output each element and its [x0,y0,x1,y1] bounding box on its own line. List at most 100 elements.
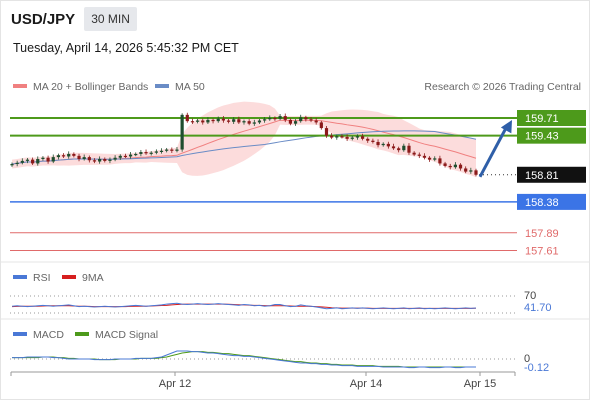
macd-lines [12,350,476,369]
current-level-label: 158.81 [525,170,559,182]
rsi-value-label: 41.70 [524,302,552,314]
rsi-legend-label: RSI [33,272,51,284]
projection-arrow [478,120,512,178]
candle [134,152,138,157]
macd-signal-legend-swatch [75,332,89,336]
candle [330,133,334,140]
support-level-label: 157.89 [525,228,559,240]
candle [288,118,292,126]
candle [103,157,107,163]
candle [268,115,272,121]
candle [206,117,210,124]
candle [335,134,339,140]
candle [443,161,447,168]
candle [149,151,153,156]
candle [345,134,349,142]
candle [46,155,50,164]
resistance-level-label: 159.43 [525,131,559,143]
candle [458,163,463,171]
symbol-title: USD/JPY [11,10,76,28]
resistance-level-tag [517,127,586,144]
candle [252,119,256,126]
rsi-70-label: 70 [524,290,536,302]
x-tick-label: Apr 15 [464,378,496,390]
candle [355,134,360,140]
pivot-level-tag [517,193,586,210]
candle [273,116,277,121]
candle [371,138,375,144]
candle [221,116,225,123]
candle [36,156,40,166]
candle [87,155,91,163]
candle [464,166,468,174]
candle [407,143,411,155]
candle [299,114,303,123]
candle [412,151,416,157]
candle [31,157,35,165]
candle [144,149,148,155]
pivot-level-label: 158.38 [525,197,559,209]
x-axis-ticks: Apr 12 Apr 14 Apr 15 [159,372,496,390]
candle [376,139,380,148]
chart-header: USD/JPY 30 MIN [11,7,137,31]
candle [417,152,421,159]
candle [226,118,231,124]
candle [51,154,55,164]
candle [154,149,158,155]
ma50-legend-swatch [155,84,169,88]
candle [56,153,60,160]
macd-signal-legend-label: MACD Signal [95,329,158,341]
macd-line [12,350,476,369]
ma20-legend-label: MA 20 + Bollinger Bands [33,81,148,93]
current-level-tag [517,166,586,183]
candle [15,160,19,167]
candle [314,117,318,125]
candle [304,115,308,122]
candle [211,118,215,124]
candle [474,168,478,177]
candle [72,152,76,158]
ma20-legend-swatch [13,84,27,88]
candle [82,154,86,161]
candle [309,117,313,123]
candle [232,117,236,124]
candle [92,158,97,164]
candle [128,151,133,159]
candle [448,163,452,170]
macd-zero-label: 0 [524,353,530,365]
projection-arrow-head [500,120,512,134]
candle [77,153,81,162]
rsi-ma-legend-swatch [62,275,76,279]
candle [422,153,427,160]
chart-timestamp: Tuesday, April 14, 2026 5:45:32 PM CET [13,41,239,55]
candle [340,134,344,139]
candle [469,167,473,174]
macd-legend-swatch [13,332,27,336]
candle [350,135,354,141]
candle [428,156,432,162]
candle [319,120,323,130]
x-tick-label: Apr 12 [159,378,191,390]
candle [165,147,169,153]
candle [247,119,251,126]
candle [41,156,45,161]
candle [397,146,401,153]
candle [283,113,287,123]
timeframe-button[interactable]: 30 MIN [84,7,137,31]
candle [201,118,205,125]
rsi-legend-swatch [13,275,27,279]
candles [10,112,478,177]
candle [381,142,385,147]
ma50-legend-label: MA 50 [175,81,205,93]
candle [438,155,442,166]
candle [453,162,457,169]
candle [293,119,298,126]
candle [118,154,122,160]
candle [237,116,241,124]
rsi-line [11,302,477,310]
candle [20,158,24,165]
candle [257,118,262,124]
candle [98,156,102,164]
candle [123,153,128,159]
